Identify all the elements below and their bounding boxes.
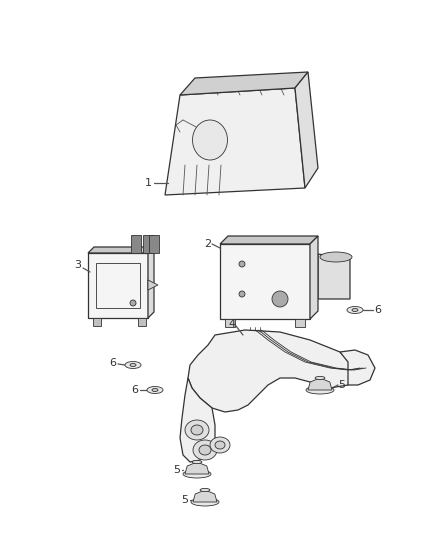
Text: 5: 5 [339, 380, 346, 390]
Ellipse shape [315, 376, 325, 379]
Ellipse shape [239, 291, 245, 297]
Polygon shape [220, 236, 318, 244]
Text: 5: 5 [173, 465, 180, 475]
Text: 3: 3 [74, 260, 81, 270]
Polygon shape [88, 247, 154, 253]
Ellipse shape [320, 252, 352, 262]
Ellipse shape [215, 441, 225, 449]
Polygon shape [188, 330, 355, 412]
Text: 4: 4 [229, 319, 236, 329]
Ellipse shape [152, 389, 158, 392]
Polygon shape [148, 280, 158, 290]
Text: 6: 6 [374, 305, 381, 315]
Ellipse shape [347, 306, 363, 313]
Polygon shape [220, 244, 310, 319]
Ellipse shape [272, 291, 288, 307]
Ellipse shape [191, 498, 219, 506]
Ellipse shape [192, 461, 202, 464]
Polygon shape [308, 378, 332, 390]
Polygon shape [131, 235, 141, 253]
Polygon shape [295, 319, 305, 327]
Ellipse shape [210, 437, 230, 453]
Ellipse shape [130, 300, 136, 306]
Polygon shape [93, 318, 101, 326]
Ellipse shape [125, 361, 141, 368]
Polygon shape [138, 318, 146, 326]
Ellipse shape [192, 120, 227, 160]
Polygon shape [165, 88, 305, 195]
Polygon shape [149, 235, 159, 253]
Ellipse shape [183, 470, 211, 478]
Text: 6: 6 [131, 385, 138, 395]
Polygon shape [88, 253, 148, 318]
Polygon shape [340, 350, 375, 385]
Ellipse shape [147, 386, 163, 393]
Polygon shape [225, 319, 235, 327]
Polygon shape [148, 247, 154, 318]
Ellipse shape [191, 425, 203, 435]
Polygon shape [185, 462, 209, 474]
Ellipse shape [352, 309, 358, 311]
Text: 6: 6 [110, 358, 117, 368]
Text: 5: 5 [181, 495, 188, 505]
Ellipse shape [306, 386, 334, 394]
Polygon shape [193, 490, 217, 502]
Ellipse shape [130, 364, 136, 367]
Polygon shape [295, 72, 318, 188]
Ellipse shape [193, 440, 217, 460]
Polygon shape [143, 235, 153, 253]
Polygon shape [318, 254, 350, 299]
Text: 2: 2 [205, 239, 212, 249]
Polygon shape [180, 72, 308, 95]
Ellipse shape [199, 445, 211, 455]
Ellipse shape [239, 261, 245, 267]
Polygon shape [310, 236, 318, 319]
Ellipse shape [185, 420, 209, 440]
Polygon shape [180, 378, 215, 462]
Text: 1: 1 [145, 178, 152, 188]
Ellipse shape [200, 488, 210, 491]
